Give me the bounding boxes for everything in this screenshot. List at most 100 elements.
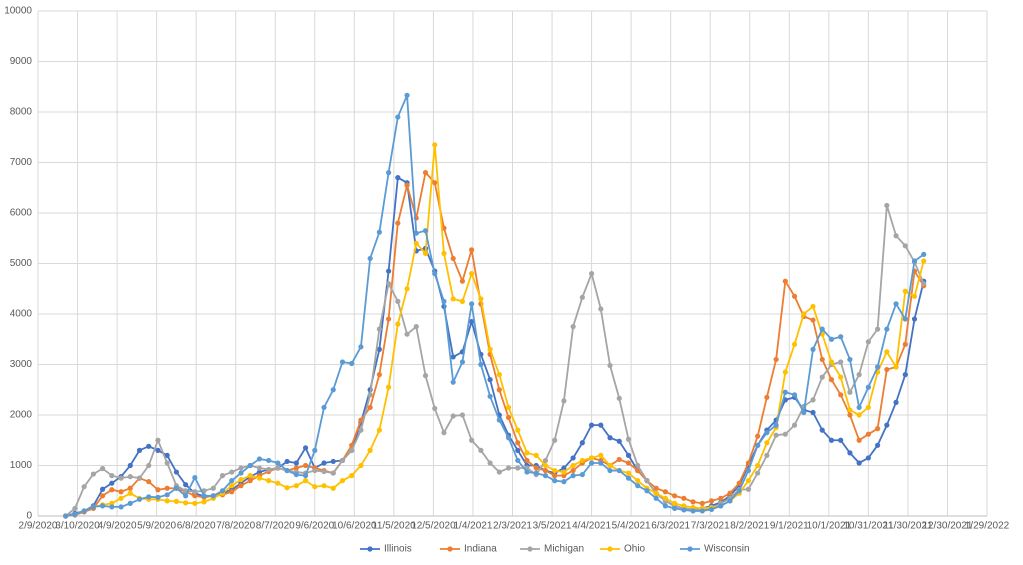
x-tick-label: 11/30/2021: [883, 521, 933, 532]
series-line: [65, 94, 925, 517]
data-point: [865, 431, 871, 437]
data-point: [302, 462, 309, 469]
data-point: [579, 471, 585, 478]
data-point: [459, 298, 466, 304]
x-tick-label: 3/5/2021: [533, 521, 572, 532]
data-point: [791, 392, 798, 398]
data-point: [791, 422, 798, 428]
data-point: [838, 392, 844, 398]
data-point: [810, 346, 816, 352]
data-point: [376, 427, 382, 433]
data-point: [515, 440, 521, 446]
data-point: [404, 331, 410, 337]
data-point: [773, 422, 779, 428]
y-tick-label: 7000: [10, 157, 33, 168]
data-point: [653, 485, 659, 491]
data-point: [893, 364, 899, 370]
data-point: [192, 475, 198, 481]
data-point: [598, 306, 604, 312]
data-point: [625, 436, 632, 442]
data-point: [219, 473, 226, 479]
data-point: [469, 301, 475, 307]
data-point: [146, 462, 152, 469]
data-point: [302, 445, 309, 451]
data-point: [487, 393, 493, 399]
data-point: [367, 404, 373, 411]
data-point: [192, 493, 198, 499]
data-point: [487, 346, 493, 352]
legend-marker: [607, 546, 613, 552]
data-point: [469, 437, 475, 443]
data-point: [450, 354, 456, 360]
data-point: [432, 180, 438, 186]
data-point: [644, 488, 650, 494]
data-point: [505, 465, 512, 471]
data-point: [708, 506, 715, 513]
data-point: [450, 413, 456, 419]
data-point: [819, 326, 825, 332]
data-point: [146, 479, 152, 485]
data-point: [422, 250, 429, 256]
legend-marker: [367, 546, 373, 552]
data-point: [561, 398, 567, 404]
data-point: [921, 251, 927, 258]
data-point: [339, 359, 346, 365]
data-point: [773, 432, 779, 438]
data-point: [616, 438, 622, 444]
data-point: [496, 372, 502, 378]
data-point: [552, 478, 558, 484]
data-point: [727, 490, 733, 496]
data-point: [164, 460, 170, 466]
x-tick-label: 4/4/2021: [572, 521, 611, 532]
data-point: [284, 458, 290, 465]
data-point: [247, 478, 253, 484]
data-point: [625, 452, 632, 458]
data-point: [561, 465, 567, 471]
data-point: [81, 484, 87, 490]
y-tick-label: 4000: [10, 309, 33, 320]
data-point: [386, 316, 392, 322]
data-point: [533, 470, 539, 476]
data-point: [118, 475, 124, 481]
data-point: [155, 487, 161, 493]
data-point: [192, 489, 198, 495]
data-point: [625, 475, 632, 481]
data-point: [921, 258, 927, 264]
data-point: [266, 466, 272, 473]
data-point: [884, 202, 890, 209]
data-point: [819, 356, 825, 363]
data-point: [681, 507, 687, 513]
data-point: [570, 455, 576, 461]
data-point: [524, 450, 530, 456]
data-point: [109, 480, 115, 486]
data-point: [515, 457, 521, 464]
data-point: [118, 495, 124, 501]
data-point: [791, 293, 798, 299]
data-point: [247, 473, 253, 479]
data-point: [579, 440, 585, 446]
data-point: [339, 457, 346, 464]
data-point: [469, 271, 475, 277]
data-point: [884, 326, 890, 332]
series-line: [65, 144, 925, 517]
data-point: [164, 498, 170, 504]
data-point: [146, 494, 152, 500]
data-point: [136, 447, 143, 453]
data-point: [847, 407, 853, 413]
data-point: [330, 470, 336, 476]
data-point: [856, 460, 862, 466]
data-point: [358, 462, 364, 469]
data-point: [395, 298, 401, 304]
data-point: [109, 504, 115, 510]
data-point: [256, 475, 263, 481]
data-point: [570, 462, 576, 469]
data-point: [302, 473, 309, 479]
data-point: [478, 361, 484, 368]
data-point: [533, 452, 539, 458]
y-tick-label: 6000: [10, 208, 33, 219]
data-point: [810, 317, 816, 323]
data-point: [229, 489, 235, 495]
x-tick-label: 2/9/2020: [19, 521, 58, 532]
data-point: [413, 230, 419, 236]
data-point: [542, 462, 549, 469]
